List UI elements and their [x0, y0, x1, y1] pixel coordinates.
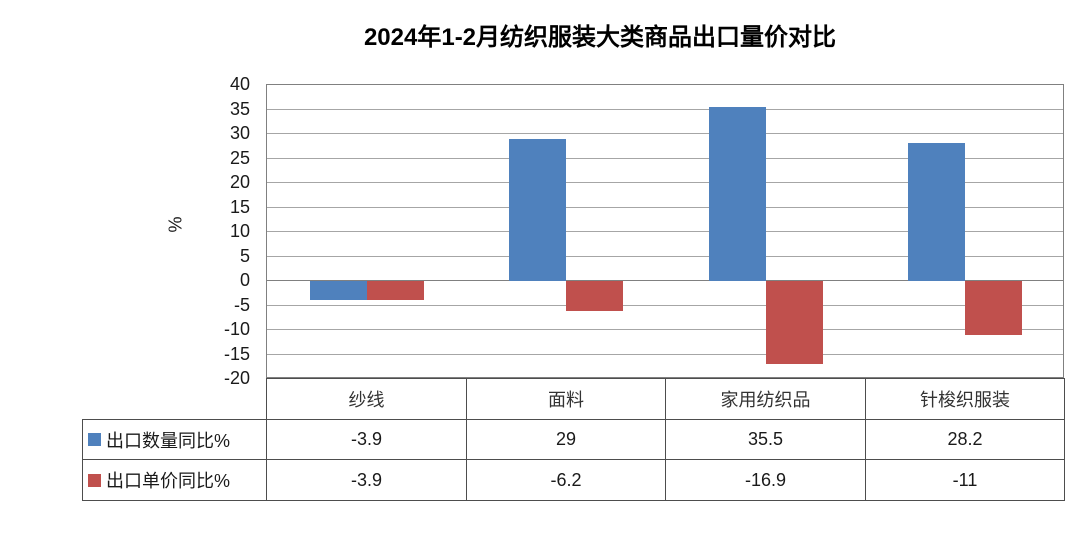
bar-price-2	[766, 281, 823, 364]
y-axis-tick: 20	[229, 172, 250, 192]
y-axis-tick: -10	[223, 319, 250, 339]
value-cell-0-1: 29	[466, 419, 666, 460]
series-label-text: 出口单价同比%	[106, 471, 231, 491]
y-axis-label: %	[165, 216, 186, 233]
value-cell-1-3: -11	[865, 459, 1065, 501]
gridline	[267, 305, 1063, 306]
bar-price-1	[566, 281, 623, 311]
gridline	[267, 133, 1063, 134]
y-axis-tick: 5	[239, 246, 250, 266]
gridline	[267, 354, 1063, 355]
value-cell-0-3: 28.2	[865, 419, 1065, 460]
bar-quantity-3	[908, 143, 965, 281]
gridline	[267, 256, 1063, 257]
gridline	[267, 109, 1063, 110]
series-label-text: 出口数量同比%	[106, 430, 231, 451]
gridline	[267, 207, 1063, 208]
y-axis-tick: -5	[233, 295, 250, 315]
y-axis-tick: 0	[239, 270, 250, 290]
legend-swatch-icon	[88, 433, 101, 446]
y-axis-tick: 35	[229, 99, 250, 119]
y-axis-tick: 10	[229, 221, 250, 241]
gridline	[267, 182, 1063, 183]
gridline	[267, 329, 1063, 330]
y-axis-tick: -15	[223, 344, 250, 364]
series-label-1: 出口单价同比%	[82, 459, 267, 501]
legend-swatch-icon	[88, 473, 101, 487]
plot-area	[266, 84, 1064, 378]
bar-quantity-1	[509, 139, 566, 281]
zero-axis-line	[267, 280, 1063, 281]
value-cell-1-0: -3.9	[266, 459, 467, 501]
gridline	[267, 158, 1063, 159]
y-axis-tick: -20	[223, 368, 250, 388]
bar-quantity-2	[709, 107, 766, 281]
series-label-0: 出口数量同比%	[82, 419, 267, 460]
value-cell-1-1: -6.2	[466, 459, 666, 501]
bar-price-0	[367, 281, 424, 300]
bar-quantity-0	[310, 281, 367, 300]
value-cell-0-0: -3.9	[266, 419, 467, 460]
value-cell-0-2: 35.5	[665, 419, 866, 460]
y-axis-tick: 25	[229, 148, 250, 168]
value-cell-1-2: -16.9	[665, 459, 866, 501]
y-axis-tick: 40	[229, 74, 250, 94]
y-axis-tick: 15	[229, 197, 250, 217]
chart-title: 2024年1-2月纺织服装大类商品出口量价对比	[363, 24, 837, 51]
gridline	[267, 231, 1063, 232]
y-axis-tick: 30	[229, 123, 250, 143]
category-header-1: 面料	[466, 378, 666, 420]
category-header-0: 纱线	[266, 378, 467, 420]
bar-price-3	[965, 281, 1022, 335]
category-header-2: 家用纺织品	[665, 378, 866, 420]
category-header-3: 针梭织服装	[865, 378, 1065, 420]
